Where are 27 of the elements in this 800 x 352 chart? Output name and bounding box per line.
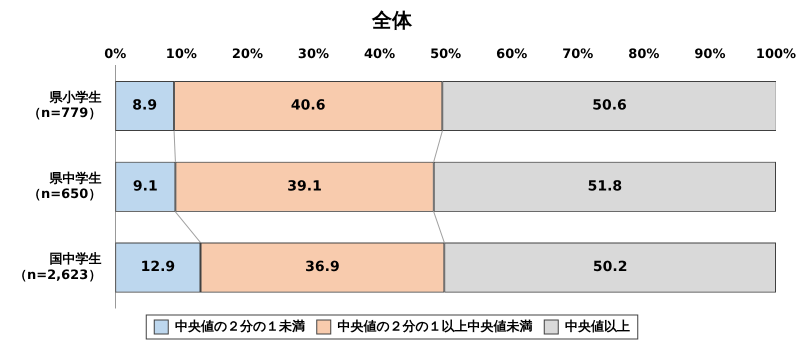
data-label: 39.1 <box>287 178 322 194</box>
x-tick-label: 0% <box>104 47 126 62</box>
data-label: 8.9 <box>132 98 158 114</box>
legend-label: 中央値の２分の１未満 <box>174 319 305 334</box>
legend-label: 中央値の２分の１以上中央値未満 <box>337 319 532 334</box>
x-tick-label: 80% <box>628 47 660 62</box>
y-tick-label: 県中学生（n=650） <box>28 171 102 202</box>
y-tick-label: 国中学生（n=2,623） <box>14 252 102 283</box>
x-tick-label: 10% <box>166 47 197 62</box>
chart-title: 全体 <box>371 8 413 32</box>
x-tick-label: 50% <box>430 47 462 62</box>
x-tick-label: 100% <box>756 47 796 62</box>
data-label: 40.6 <box>290 98 326 114</box>
x-tick-label: 60% <box>496 47 528 62</box>
x-tick-label: 40% <box>364 47 396 62</box>
data-label: 9.1 <box>132 178 158 194</box>
x-tick-label: 90% <box>694 47 726 62</box>
data-label: 50.2 <box>592 259 628 276</box>
legend-label: 中央値以上 <box>564 319 630 334</box>
x-tick-label: 30% <box>298 47 330 62</box>
x-tick-label: 70% <box>562 47 594 62</box>
x-tick-label: 20% <box>232 47 263 62</box>
data-label: 12.9 <box>140 259 176 276</box>
data-label: 36.9 <box>305 259 340 276</box>
data-label: 50.6 <box>592 98 627 114</box>
y-tick-label: 県小学生（n=779） <box>28 90 102 122</box>
data-label: 51.8 <box>588 178 622 194</box>
